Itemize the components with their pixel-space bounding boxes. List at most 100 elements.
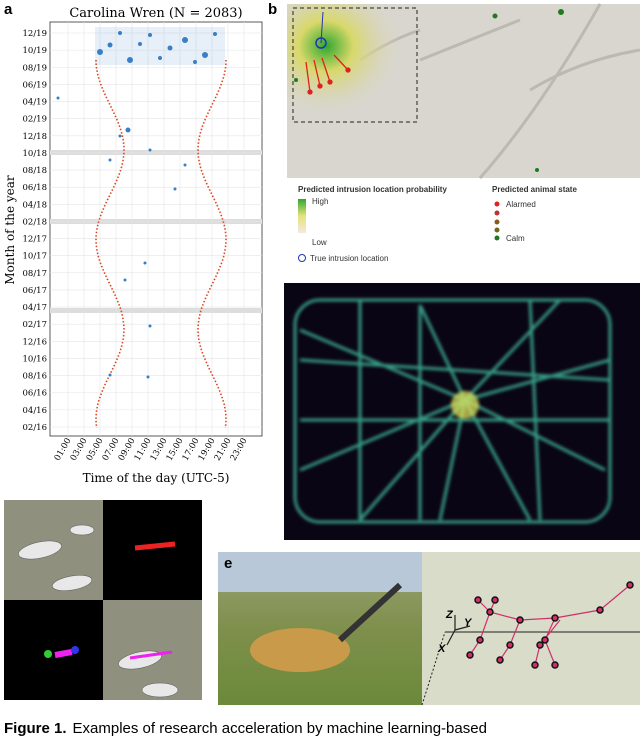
circle-shape	[167, 45, 173, 51]
y-tick-label: 02/18	[23, 217, 48, 227]
circle-shape	[123, 278, 127, 282]
y-tick-label: 06/16	[23, 389, 48, 399]
circle-shape	[138, 42, 142, 46]
legend-title: Predicted animal state	[492, 185, 577, 194]
state-scale	[494, 201, 500, 241]
y-tick-label: 10/18	[23, 149, 48, 159]
lure	[337, 582, 403, 643]
y-tick-label: 04/17	[23, 303, 48, 313]
circle-shape	[107, 42, 113, 48]
caption: Figure 1. Examples of research accelerati…	[4, 720, 487, 737]
y-tick-label: 10/17	[23, 252, 48, 262]
y-tick-label: 02/16	[23, 423, 48, 433]
circle-shape	[496, 656, 504, 664]
y-tick-label: 08/18	[23, 166, 48, 176]
cheetah	[250, 628, 350, 672]
circle-shape	[183, 163, 187, 167]
prediction-map	[103, 500, 202, 600]
circle-shape	[506, 641, 514, 649]
circle-shape	[307, 89, 313, 95]
circle-shape	[148, 324, 152, 328]
circle-shape	[71, 646, 79, 654]
circle-shape	[494, 235, 500, 241]
trajectories	[293, 298, 612, 524]
circle-shape	[536, 641, 544, 649]
circle-shape	[486, 608, 494, 616]
y-tick-label: 10/16	[23, 354, 48, 364]
prediction-map	[4, 600, 103, 700]
plot-title: Carolina Wren (N = 2083)	[69, 6, 242, 21]
panel-d: d	[4, 500, 202, 700]
circle-shape	[345, 67, 351, 73]
legend-title: Predicted intrusion location probability	[298, 185, 447, 194]
panel-label: b	[268, 1, 277, 18]
circle-shape	[173, 187, 177, 191]
hotspot	[451, 391, 479, 419]
detection	[54, 649, 73, 658]
sky	[218, 552, 422, 592]
circle-shape	[551, 614, 559, 622]
y-tick-label: 06/18	[23, 183, 48, 193]
circle-shape	[202, 52, 208, 58]
calm-animals	[294, 9, 564, 172]
circle-shape	[535, 168, 539, 172]
circle-shape	[317, 83, 323, 89]
circle-shape	[143, 261, 147, 265]
ellipse-shape	[69, 524, 95, 536]
circle-shape	[551, 661, 559, 669]
circle-shape	[97, 49, 103, 55]
circle-shape	[492, 13, 498, 19]
color-bar	[298, 199, 306, 233]
y-tick-label: 02/17	[23, 320, 48, 330]
circle-shape	[466, 651, 474, 659]
axis-label: X	[437, 643, 446, 655]
path-shape	[333, 54, 349, 71]
animal-tracks	[305, 54, 351, 95]
circle-shape	[193, 60, 197, 64]
ellipse-shape	[18, 540, 62, 560]
circle-shape	[476, 636, 484, 644]
circle-shape	[494, 210, 500, 216]
heatmap	[287, 4, 417, 124]
path-shape	[321, 57, 331, 83]
circle-shape	[118, 31, 122, 35]
circle-shape	[294, 78, 298, 82]
line-shape	[446, 629, 456, 646]
y-tick-label: 04/16	[23, 406, 48, 416]
detections	[56, 27, 225, 379]
legend-text: True intrusion location	[310, 254, 388, 263]
grid	[50, 22, 262, 436]
panel-c: c	[284, 283, 640, 540]
circle-shape	[213, 32, 217, 36]
caption-text: Examples of research acceleration by mac…	[73, 720, 487, 737]
circle-shape	[494, 201, 500, 207]
detection	[134, 541, 176, 551]
circle-shape	[494, 227, 500, 233]
panel-a: a Carolina Wren (N = 2083) Month of the …	[3, 1, 263, 485]
y-tick-label: 12/19	[23, 29, 48, 39]
y-tick-label: 06/19	[23, 80, 48, 90]
y-tick-label: 08/16	[23, 372, 48, 382]
circle-shape	[56, 96, 60, 100]
y-axis-label: Month of the year	[3, 175, 17, 285]
terrain-ridge	[359, 3, 640, 179]
circle-shape	[125, 127, 131, 133]
circle-shape	[474, 596, 482, 604]
circle-shape	[108, 373, 112, 377]
y-tick-label: 04/18	[23, 200, 48, 210]
circle-shape	[626, 581, 634, 589]
detection	[129, 650, 173, 660]
y-tick-label: 12/18	[23, 132, 48, 142]
track	[320, 11, 324, 44]
circle-shape	[146, 375, 150, 379]
circle-shape	[182, 37, 188, 43]
path-shape	[305, 61, 311, 93]
gap-band	[50, 150, 262, 155]
ellipse-shape	[52, 575, 92, 591]
y-tick-label: 08/19	[23, 63, 48, 73]
circle-shape	[596, 606, 604, 614]
perspective-line	[421, 631, 446, 706]
legend-text: Alarmed	[506, 200, 536, 209]
circle-shape	[541, 636, 549, 644]
